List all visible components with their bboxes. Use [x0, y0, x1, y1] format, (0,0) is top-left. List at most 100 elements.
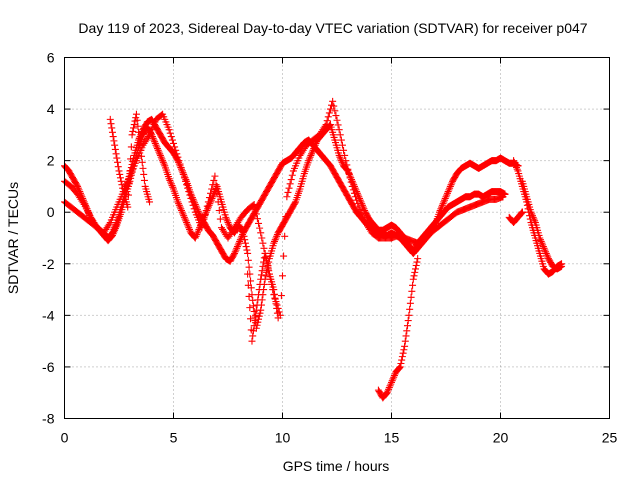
data-point — [111, 226, 119, 234]
data-point — [256, 224, 264, 232]
data-point — [215, 206, 223, 214]
data-point — [156, 151, 164, 159]
data-point — [388, 378, 395, 386]
data-point — [180, 213, 188, 221]
data-point — [272, 300, 280, 308]
data-point — [124, 203, 132, 211]
data-point — [190, 205, 198, 213]
y-tick-label: -4 — [42, 307, 55, 323]
data-point — [179, 170, 187, 178]
data-point — [233, 243, 241, 251]
data-point — [137, 146, 145, 154]
data-point — [105, 220, 113, 228]
data-point — [150, 136, 158, 144]
data-point — [388, 377, 396, 385]
data-point — [346, 174, 354, 182]
data-point — [153, 143, 161, 151]
data-point — [175, 201, 183, 209]
data-point — [165, 126, 173, 134]
data-point — [261, 249, 269, 257]
data-point — [200, 215, 208, 223]
data-point — [262, 272, 270, 280]
data-point — [212, 181, 220, 189]
data-point — [311, 141, 319, 149]
data-point — [208, 185, 216, 193]
data-point — [385, 384, 393, 392]
data-point — [124, 191, 132, 199]
data-point — [273, 231, 281, 239]
data-point — [193, 231, 201, 239]
data-point — [409, 275, 417, 283]
data-point — [252, 311, 260, 319]
data-point — [114, 163, 122, 171]
series-track-4 — [106, 110, 566, 402]
y-axis-label: SDTVAR / TECUs — [5, 182, 21, 294]
data-point — [342, 157, 350, 165]
data-point — [183, 220, 191, 228]
data-point — [255, 315, 263, 323]
x-tick-label: 10 — [275, 430, 291, 446]
series-track-1 — [61, 115, 522, 265]
data-point — [265, 267, 273, 275]
data-point — [337, 136, 345, 144]
data-point — [310, 145, 318, 153]
data-point — [253, 215, 261, 223]
data-point — [262, 253, 270, 261]
data-point — [183, 219, 191, 227]
data-point — [442, 193, 450, 201]
data-point — [189, 201, 197, 209]
data-point — [499, 193, 507, 201]
data-point — [209, 191, 217, 199]
data-point — [154, 145, 162, 153]
data-point — [73, 181, 81, 189]
data-point — [174, 153, 182, 161]
data-point — [273, 304, 281, 312]
data-point — [151, 139, 159, 147]
data-point — [250, 322, 258, 330]
data-point — [322, 121, 330, 129]
data-point — [361, 206, 369, 214]
data-point — [257, 275, 265, 283]
data-point — [106, 115, 114, 123]
data-point — [409, 281, 417, 289]
data-point — [85, 210, 93, 218]
data-point — [119, 184, 127, 192]
x-axis-label: GPS time / hours — [283, 458, 390, 474]
data-point — [326, 105, 334, 113]
data-point — [438, 201, 446, 209]
data-point — [263, 256, 271, 264]
data-point — [176, 203, 184, 211]
data-point — [332, 112, 340, 120]
data-point — [159, 157, 167, 165]
data-point — [305, 157, 313, 165]
data-point — [257, 271, 265, 279]
data-point — [246, 304, 254, 312]
data-point — [185, 188, 193, 196]
x-tick-label: 15 — [384, 430, 400, 446]
data-point — [108, 128, 116, 136]
data-point — [263, 260, 271, 268]
data-point — [398, 353, 406, 361]
data-point — [126, 167, 134, 175]
data-point — [80, 198, 88, 206]
data-point — [79, 194, 87, 202]
data-point — [255, 219, 263, 227]
data-point — [223, 215, 231, 223]
data-point — [288, 171, 296, 179]
data-point — [230, 251, 238, 259]
data-point — [130, 124, 138, 132]
data-point — [111, 145, 119, 153]
data-point — [385, 385, 393, 393]
data-point — [344, 165, 352, 173]
data-point — [210, 176, 218, 184]
data-point — [343, 161, 351, 169]
data-point — [338, 141, 346, 149]
data-point — [530, 215, 538, 223]
data-point — [277, 292, 285, 300]
data-point — [198, 224, 206, 232]
data-point — [307, 151, 315, 159]
data-point — [182, 217, 190, 225]
y-tick-labels: -8 -6 -4 -2 0 2 4 6 — [42, 50, 55, 427]
data-point — [241, 236, 249, 244]
